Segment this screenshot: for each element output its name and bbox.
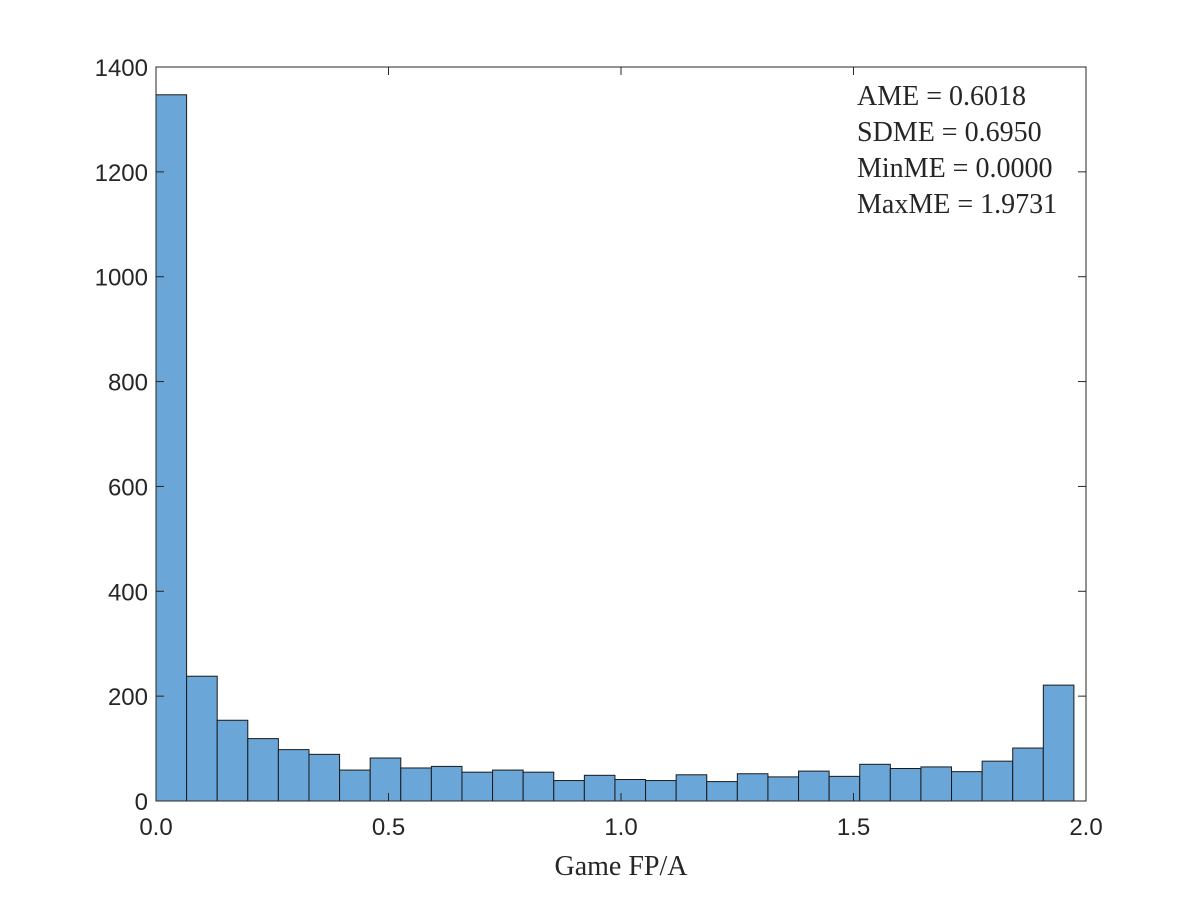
histogram-bar — [277, 749, 310, 802]
stats-annotation: AME = 0.6018 SDME = 0.6950 MinME = 0.0000 M… — [857, 81, 1057, 220]
x-tick-label: 1.5 — [837, 814, 870, 841]
y-tick-label: 0 — [135, 789, 148, 816]
histogram-bar — [828, 775, 861, 802]
histogram-bar — [339, 769, 371, 802]
histogram-bar — [522, 771, 555, 802]
histogram-bar — [186, 675, 218, 802]
histogram-bar — [400, 767, 432, 802]
histogram-bar — [645, 780, 677, 802]
tick-labels-layer: 0.0 0.5 1.0 1.5 2.0 0 200 400 600 800 1000 1200 1400 — [95, 55, 1103, 841]
y-tick-label: 1400 — [95, 55, 148, 82]
histogram-bar — [461, 771, 494, 802]
stat-line: MinME = 0.0000 — [857, 153, 1052, 184]
histogram-bar — [553, 780, 585, 802]
histogram-bar — [216, 719, 249, 802]
histogram-bar — [767, 776, 800, 802]
histogram-bar — [951, 771, 983, 802]
x-tick-label: 0.0 — [139, 814, 172, 841]
histogram-bar — [614, 779, 647, 802]
histogram-bar — [675, 774, 708, 802]
y-tick-label: 1000 — [95, 265, 148, 292]
stat-line: MaxME = 1.9731 — [857, 189, 1057, 220]
y-tick-label: 400 — [108, 579, 148, 606]
x-axis-title: Game FP/A — [555, 851, 689, 882]
histogram-bar — [859, 763, 891, 802]
histogram-bar — [308, 753, 341, 802]
histogram-bar — [706, 781, 738, 802]
x-tick-label: 0.5 — [372, 814, 405, 841]
histogram-bar — [369, 757, 402, 802]
y-tick-label: 200 — [108, 684, 148, 711]
x-tick-label: 1.0 — [604, 814, 637, 841]
histogram-bar — [492, 769, 524, 802]
y-tick-label: 800 — [108, 370, 148, 397]
histogram-bar — [920, 766, 953, 802]
histogram-bar — [430, 765, 463, 802]
histogram-bar — [798, 770, 830, 802]
y-tick-label: 600 — [108, 474, 148, 501]
x-tick-label: 2.0 — [1069, 814, 1102, 841]
ticks-layer — [155, 66, 1087, 802]
histogram-bar — [155, 94, 188, 802]
stat-line: SDME = 0.6950 — [857, 117, 1042, 148]
histogram-bar — [583, 774, 616, 802]
histogram-bar — [247, 738, 279, 802]
histogram-bar — [736, 773, 769, 802]
histogram-bar — [889, 767, 922, 802]
histogram-bar — [1012, 747, 1044, 802]
stat-line: AME = 0.6018 — [857, 81, 1026, 112]
bars-layer — [155, 94, 1075, 802]
histogram-bar — [1042, 684, 1075, 802]
y-tick-label: 1200 — [95, 160, 148, 187]
histogram-bar — [981, 760, 1014, 802]
